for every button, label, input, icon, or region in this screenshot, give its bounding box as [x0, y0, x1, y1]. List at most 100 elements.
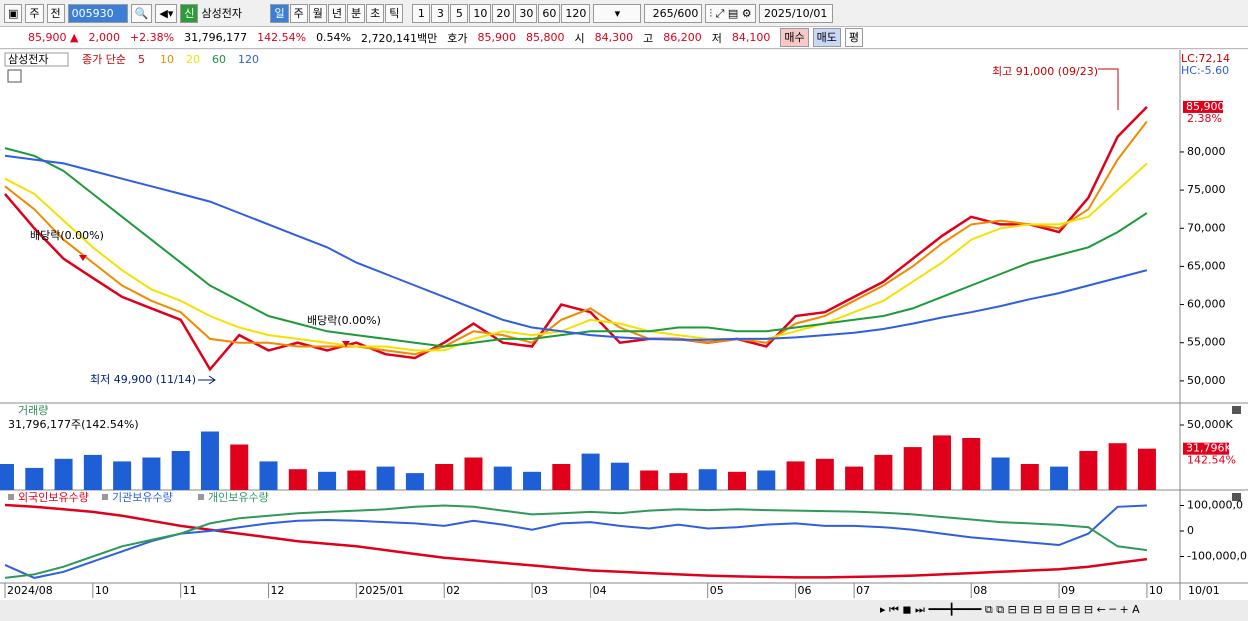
legend-prefix: 종가 단순 — [82, 53, 126, 66]
series-line — [4, 162, 1148, 352]
low-arrow — [198, 375, 216, 385]
series-line — [4, 106, 1148, 372]
menu-icon[interactable]: ▣ — [4, 3, 23, 23]
y-tick-label: 75,000 — [1187, 183, 1226, 196]
scroll-icons[interactable]: ▸ ⏮ ◼ ⏭ ━━━╋━━━━ ⧉ ⧉ ⊟ ⊟ ⊟ ⊟ ⊟ ⊟ ⊟ ← ─ +… — [880, 602, 1140, 616]
x-tick-label: 08 — [973, 584, 987, 597]
y-tick-label: -100,000,0 — [1187, 550, 1247, 563]
low-label: 최저 49,900 (11/14) — [90, 373, 196, 386]
search-button[interactable]: 🔍 — [130, 3, 153, 23]
period-button[interactable]: 일 — [270, 3, 289, 23]
kind-select[interactable]: 전 — [46, 3, 65, 23]
low: 84,100 — [731, 31, 771, 44]
stock-label: 삼성전자 — [8, 53, 48, 66]
number-button[interactable]: 5 — [450, 3, 469, 23]
number-button[interactable]: 30 — [515, 3, 538, 23]
date-input[interactable]: 2025/10/01 — [758, 3, 833, 23]
period-button[interactable]: 년 — [327, 3, 346, 23]
legend-marker — [8, 494, 14, 500]
volume-bar — [640, 470, 659, 490]
turnover: 0.54% — [316, 31, 352, 44]
volume-bar — [376, 466, 395, 490]
number-button[interactable]: 60 — [538, 3, 561, 23]
bid: 85,800 — [526, 31, 565, 44]
volume-bar — [347, 470, 366, 490]
x-tick-label: 12 — [271, 584, 285, 597]
legend-item: 20 — [186, 53, 200, 66]
volume-bar — [786, 461, 805, 490]
stock-name: 삼성전자 — [201, 7, 242, 20]
x-tick-label: 10 — [95, 584, 109, 597]
period-button[interactable]: 주 — [289, 3, 308, 23]
y-tick-label: 100,000,0 — [1187, 499, 1243, 512]
x-tick-label: 02 — [446, 584, 460, 597]
legend-item: 60 — [212, 53, 226, 66]
chart: ▸ ⏮ ◼ ⏭ ━━━╋━━━━ ⧉ ⧉ ⊟ ⊟ ⊟ ⊟ ⊟ ⊟ ⊟ ← ─ +… — [0, 50, 1248, 621]
series-line — [4, 504, 1148, 579]
price-badge — [1183, 100, 1223, 113]
volume-bar — [757, 470, 776, 490]
x-tick-label: 2024/08 — [7, 584, 53, 597]
volume-ratio-label: 142.54% — [1187, 454, 1236, 467]
open-label: 시 — [574, 31, 585, 45]
number-button[interactable]: 3 — [431, 3, 450, 23]
series-line — [4, 154, 1148, 341]
market-select[interactable]: 주 — [25, 3, 44, 23]
high: 86,200 — [663, 31, 702, 44]
change-pct: +2.38% — [129, 31, 175, 44]
legend-marker — [102, 494, 108, 500]
x-tick-label: 04 — [593, 584, 607, 597]
volume-bar — [113, 461, 132, 490]
period-button[interactable]: 월 — [308, 3, 327, 23]
volume-bar — [815, 458, 834, 490]
ex-dividend-label: 배당락(0.00%) — [307, 314, 381, 327]
scrollbar[interactable] — [0, 600, 1248, 621]
period-button[interactable]: 분 — [346, 3, 366, 23]
code-input[interactable]: 005930 — [67, 3, 128, 23]
number-button[interactable]: 1 — [412, 3, 431, 23]
number-button[interactable]: 120 — [561, 3, 591, 23]
period-button[interactable]: 틱 — [385, 3, 404, 23]
volume-bar — [581, 453, 600, 490]
volume-subtitle: 31,796,177주(142.54%) — [8, 418, 139, 431]
volume-bar — [405, 473, 424, 490]
volume-title: 거래량 — [18, 404, 48, 417]
x-tick-label: 2025/01 — [358, 584, 404, 597]
x-tick-label: 11 — [183, 584, 197, 597]
volume-bar — [552, 464, 571, 490]
x-tick-label: 09 — [1061, 584, 1075, 597]
x-tick-label: 10 — [1149, 584, 1163, 597]
ex-dividend-label: 배당락(0.00%) — [30, 229, 104, 242]
legend-box — [4, 52, 69, 67]
volume-bar — [932, 435, 951, 490]
count: 265/600 — [644, 3, 703, 23]
close-icon[interactable] — [1232, 406, 1241, 414]
bid-label: 호가 — [447, 31, 468, 45]
ex-dividend-marker — [342, 341, 350, 347]
y-tick-label: 0 — [1187, 524, 1194, 537]
x-tick-label: 07 — [856, 584, 870, 597]
x-end-label: 10/01 — [1188, 584, 1220, 597]
sound-button[interactable]: ◀▾ — [155, 3, 178, 23]
volume-bar — [728, 471, 746, 490]
sell-button[interactable]: 매도 — [812, 28, 841, 47]
period-button[interactable]: 초 — [366, 3, 385, 23]
avg-button[interactable]: 평 — [844, 28, 863, 47]
unit-select[interactable]: ▾ — [593, 3, 642, 23]
grid-icon[interactable] — [7, 69, 22, 83]
volume-bar — [991, 457, 1010, 490]
y-tick-label: 70,000 — [1187, 221, 1226, 234]
number-button[interactable]: 10 — [469, 3, 492, 23]
volume-bar — [83, 454, 102, 490]
credit-badge: 신 — [180, 3, 199, 23]
series-line — [4, 120, 1148, 356]
series-line — [4, 504, 1147, 579]
close-icon[interactable] — [1232, 493, 1241, 501]
volume-bar — [523, 471, 542, 490]
buy-button[interactable]: 매수 — [780, 28, 809, 47]
volume-bar — [54, 458, 73, 490]
legend-item: 기관보유수량 — [112, 491, 173, 504]
number-button[interactable]: 20 — [492, 3, 515, 23]
tool-icons[interactable]: ⫶ ⤢ ▤ ⚙ — [705, 3, 756, 23]
